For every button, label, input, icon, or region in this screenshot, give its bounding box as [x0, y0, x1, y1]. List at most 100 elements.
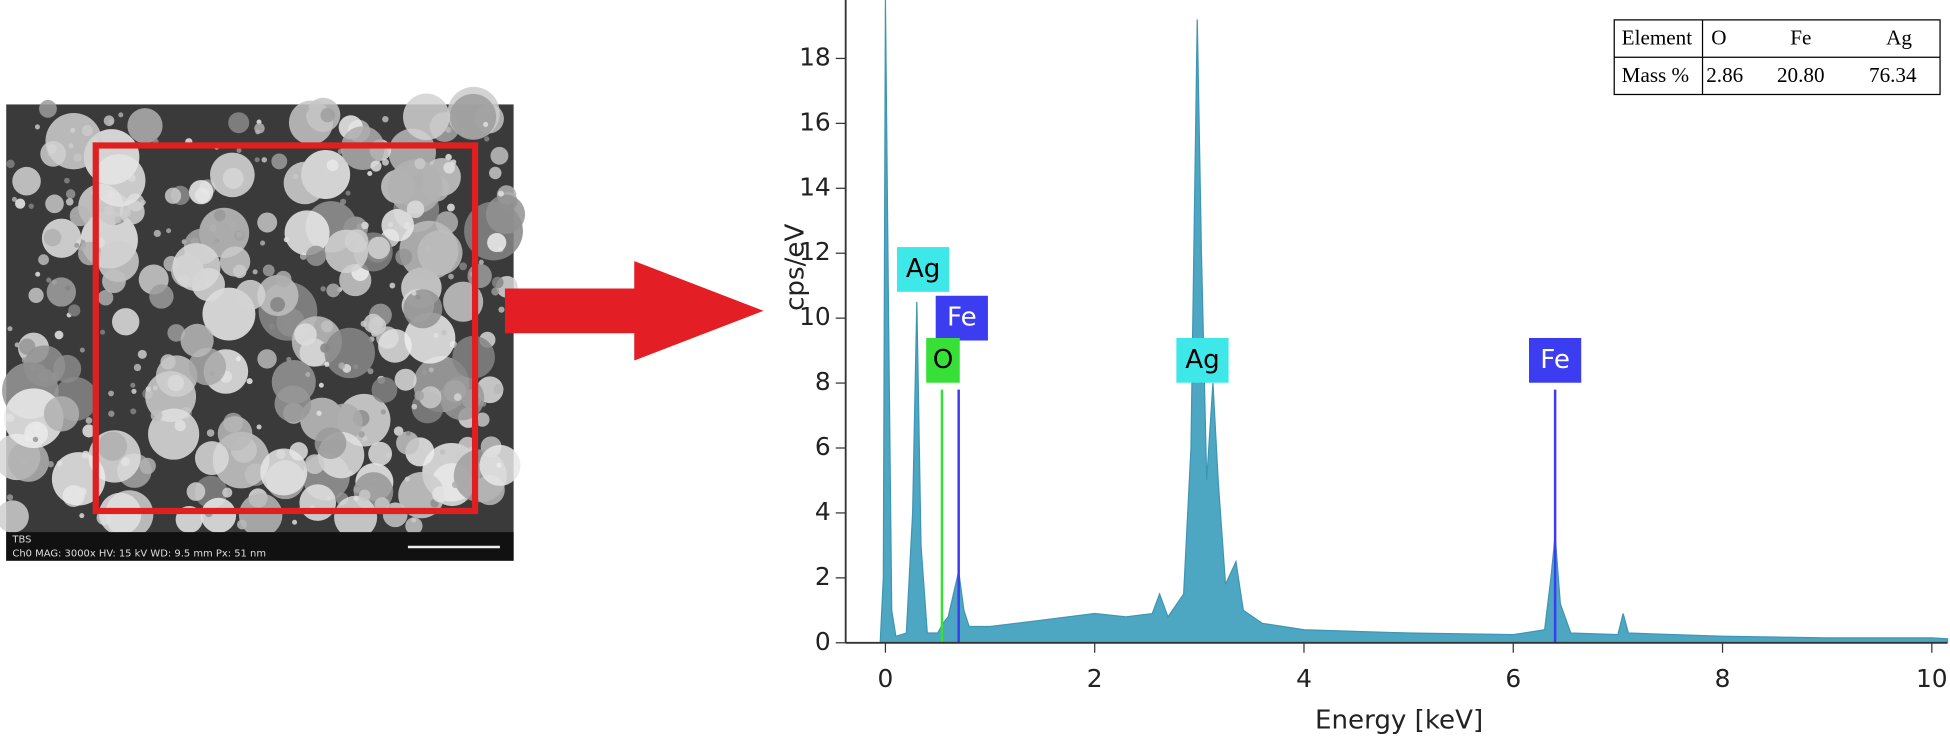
sem-grain	[274, 385, 312, 423]
table-cell: 2.86	[1706, 63, 1743, 87]
sem-grain	[459, 262, 467, 271]
sem-grain	[403, 289, 443, 329]
sem-grain	[167, 374, 185, 392]
sem-grain	[11, 196, 17, 202]
sem-grain	[362, 436, 368, 442]
sem-grain	[455, 452, 463, 460]
sem-grain	[353, 496, 359, 502]
sem-grain	[32, 436, 39, 443]
sem-grain	[314, 427, 347, 460]
table-cell: Mass %	[1622, 63, 1689, 87]
sem-grain	[43, 228, 62, 247]
sem-grain	[489, 166, 502, 180]
sem-grain	[45, 112, 102, 170]
sem-grain	[394, 368, 417, 391]
sem-grain	[139, 457, 156, 475]
sem-grain	[213, 209, 226, 222]
sem-grain	[496, 462, 502, 468]
sem-grain	[371, 377, 398, 403]
sem-grain	[164, 187, 182, 204]
table-cell: 20.80	[1777, 63, 1825, 87]
sem-grain	[283, 161, 327, 205]
sem-grain	[395, 248, 413, 266]
sem-grain	[405, 430, 411, 436]
element-badge	[935, 295, 988, 341]
sem-grain	[149, 284, 174, 309]
sem-grain	[484, 136, 490, 142]
sem-grain	[380, 409, 386, 415]
sem-grain	[46, 277, 77, 307]
y-tick-label: 6	[815, 432, 831, 461]
sem-grain	[44, 363, 51, 370]
sem-grain	[367, 236, 390, 260]
sem-grain	[361, 221, 369, 230]
sem-grain	[305, 245, 327, 266]
element-label: Fe	[1540, 345, 1570, 375]
sem-grain	[419, 386, 442, 409]
sem-grain	[326, 283, 341, 298]
sem-grain	[246, 378, 253, 385]
sem-grain	[46, 277, 52, 283]
sem-grain	[447, 203, 455, 212]
y-tick-label: 16	[799, 107, 831, 136]
sem-grain	[74, 242, 80, 248]
sem-grain	[268, 323, 275, 330]
sem-grain	[396, 431, 420, 455]
sem-grain	[180, 323, 214, 358]
sem-grain	[194, 441, 229, 476]
sem-grain	[367, 170, 373, 177]
sem-grain	[475, 412, 490, 427]
sem-grain	[131, 388, 137, 394]
sem-grain	[108, 390, 114, 397]
sem-grain	[411, 290, 417, 296]
sem-grain	[382, 115, 389, 123]
sem-grain	[122, 208, 132, 217]
sem-grain	[432, 486, 449, 503]
x-tick-label: 0	[878, 664, 894, 693]
sem-grain	[108, 119, 114, 125]
sem-label: TBS	[11, 535, 31, 546]
sem-grain	[493, 383, 504, 395]
sem-grain	[360, 320, 367, 327]
sem-grain	[451, 481, 459, 489]
sem-grain	[305, 371, 311, 377]
sem-grain	[112, 308, 140, 336]
sem-grain	[491, 287, 500, 296]
sem-grain	[21, 357, 28, 364]
x-axis-label: Energy [keV]	[1315, 706, 1483, 736]
y-tick-label: 18	[799, 42, 831, 71]
sem-grain	[137, 349, 147, 359]
sem-grain	[130, 382, 136, 388]
sem-grain	[345, 190, 351, 196]
sem-grain	[97, 431, 128, 461]
sem-grain	[100, 329, 106, 335]
sem-grain	[208, 224, 217, 232]
y-tick-label: 8	[815, 367, 831, 396]
sem-grain	[166, 228, 172, 234]
sem-grain	[188, 347, 227, 386]
sem-grain	[47, 460, 54, 468]
sem-grain	[261, 157, 268, 163]
sem-grain	[316, 410, 322, 416]
sem-grain	[257, 212, 278, 233]
sem-grain	[260, 448, 308, 496]
sem-grain	[378, 328, 412, 363]
sem-grain	[368, 441, 393, 466]
sem-grain	[153, 229, 161, 238]
sem-grain	[385, 452, 391, 458]
sem-grain	[490, 146, 509, 165]
sem-grain	[445, 126, 452, 133]
element-label: Ag	[906, 254, 940, 284]
sem-grain	[130, 408, 137, 415]
sem-grain	[230, 222, 236, 228]
sem-grain	[108, 410, 115, 417]
sem-grain	[35, 271, 41, 277]
sem-grain	[82, 424, 96, 438]
sem-grain	[150, 409, 163, 422]
sem-grain	[257, 349, 277, 369]
sem-grain	[186, 482, 206, 501]
sem-grain	[320, 107, 335, 123]
sem-grain	[262, 264, 275, 277]
sem-grain	[39, 99, 57, 118]
